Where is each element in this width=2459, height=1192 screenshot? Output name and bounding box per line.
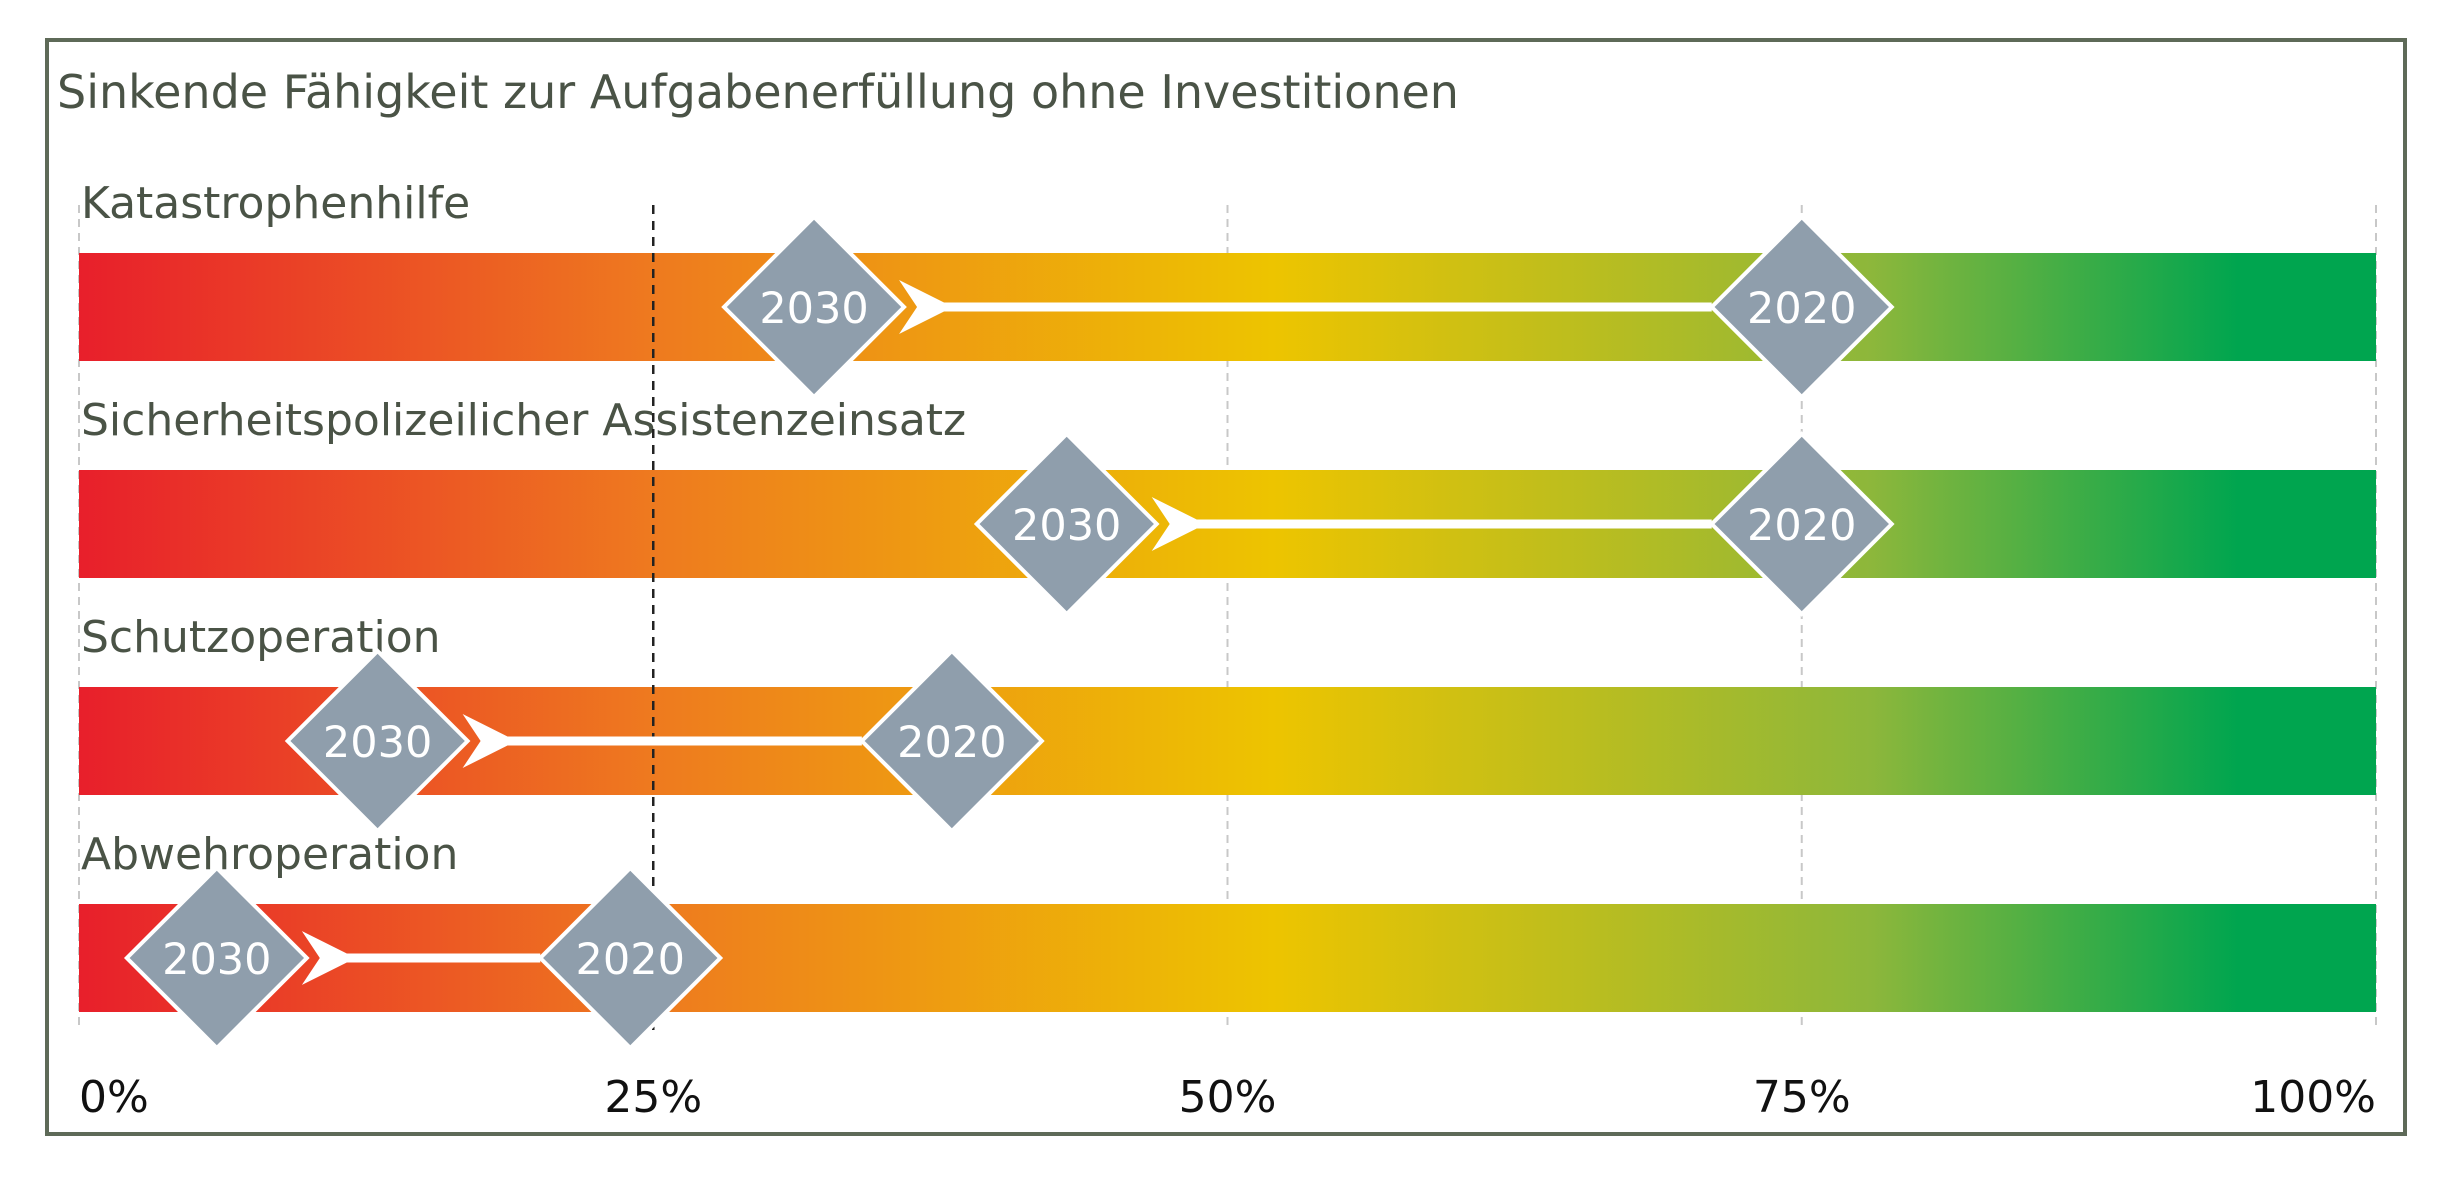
marker-diamond bbox=[1708, 431, 1895, 617]
category-label: Katastrophenhilfe bbox=[81, 178, 470, 229]
marker-diamond bbox=[721, 214, 907, 400]
marker-year-label: 2030 bbox=[162, 935, 271, 985]
year-marker: 2020 bbox=[537, 865, 724, 1051]
marker-year-label: 2020 bbox=[576, 935, 685, 985]
year-marker: 2030 bbox=[973, 431, 1160, 617]
marker-year-label: 2030 bbox=[759, 284, 868, 334]
x-tick-label: 25% bbox=[604, 1072, 702, 1123]
marker-year-label: 2030 bbox=[1012, 501, 1121, 551]
marker-diamond bbox=[1708, 214, 1895, 400]
markers: 2020 2030 2020 2030 2020 2030 2020 2030 bbox=[123, 214, 1895, 1051]
year-marker: 2030 bbox=[123, 865, 310, 1051]
category-label: Sicherheitspolizeilicher Assistenzeinsat… bbox=[81, 395, 966, 446]
marker-year-label: 2020 bbox=[897, 718, 1006, 768]
grid-lines bbox=[78, 205, 2377, 1030]
year-marker: 2030 bbox=[721, 214, 907, 400]
marker-diamond bbox=[123, 865, 310, 1051]
x-axis-ticks: 0% 25% 50% 75% 100% bbox=[79, 1072, 2376, 1123]
year-marker: 2020 bbox=[1708, 214, 1895, 400]
marker-diamond bbox=[284, 648, 471, 834]
marker-year-label: 2030 bbox=[323, 718, 432, 768]
chart-title: Sinkende Fähigkeit zur Aufgabenerfüllung… bbox=[57, 65, 1459, 119]
marker-diamond bbox=[859, 648, 1045, 834]
x-tick-label: 75% bbox=[1753, 1072, 1851, 1123]
marker-diamond bbox=[973, 431, 1160, 617]
x-tick-label: 50% bbox=[1179, 1072, 1277, 1123]
chart-frame bbox=[45, 38, 2407, 1136]
year-marker: 2020 bbox=[859, 648, 1045, 834]
year-marker: 2020 bbox=[1708, 431, 1895, 617]
x-tick-label: 100% bbox=[2250, 1072, 2376, 1123]
category-label: Schutzoperation bbox=[81, 612, 441, 663]
marker-diamond bbox=[537, 865, 724, 1051]
marker-year-label: 2020 bbox=[1747, 284, 1856, 334]
marker-year-label: 2020 bbox=[1747, 501, 1856, 551]
x-tick-label: 0% bbox=[79, 1072, 149, 1123]
year-marker: 2030 bbox=[284, 648, 471, 834]
category-label: Abwehroperation bbox=[81, 829, 458, 880]
